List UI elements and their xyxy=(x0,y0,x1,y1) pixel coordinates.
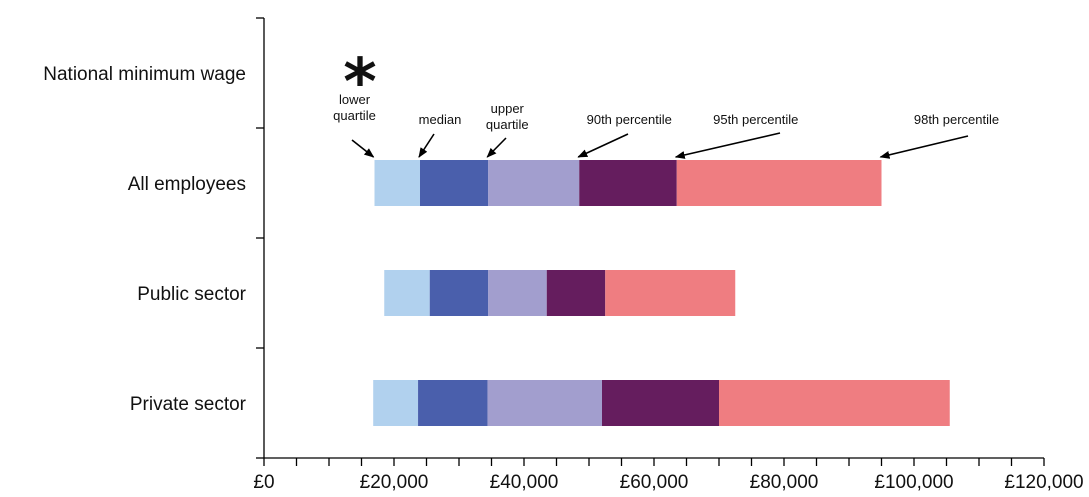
bar-segment-private-sector-4 xyxy=(719,380,950,426)
x-tick-label: £60,000 xyxy=(620,472,689,493)
x-tick-label: £80,000 xyxy=(750,472,819,493)
category-label-all-employees: All employees xyxy=(128,174,246,195)
category-label-private-sector: Private sector xyxy=(130,394,247,415)
bar-segment-all-employees-3 xyxy=(579,160,677,206)
labels: £0 £20,000 £40,000 £60,000 £80,000 £100,000 £1… xyxy=(43,64,1083,493)
annotation-arrow-upper-quartile xyxy=(486,137,507,158)
bar-segment-all-employees-0 xyxy=(374,160,420,206)
x-tick-label: £120,000 xyxy=(1004,472,1083,493)
bars xyxy=(373,160,950,426)
bar-segment-private-sector-0 xyxy=(373,380,419,426)
annotation-median: median xyxy=(419,112,462,127)
annotation-line: upper xyxy=(491,101,525,116)
bar-segment-public-sector-2 xyxy=(488,270,547,316)
bar-segment-all-employees-2 xyxy=(488,160,580,206)
minimum-wage-marker: * xyxy=(343,46,376,120)
x-tick-label: £20,000 xyxy=(360,472,429,493)
annotation-90th-percentile: 90th percentile xyxy=(587,112,672,127)
category-label-national-minimum-wage: National minimum wage xyxy=(43,64,246,85)
annotation-arrow-90th-percentile xyxy=(577,133,629,158)
bar-segment-all-employees-4 xyxy=(676,160,882,206)
annotation-arrow-median xyxy=(418,133,435,158)
annotation-line: lower xyxy=(339,92,371,107)
category-label-public-sector: Public sector xyxy=(137,284,246,305)
annotation-95th-percentile: 95th percentile xyxy=(713,112,798,127)
bar-segment-private-sector-2 xyxy=(487,380,602,426)
bar-segment-private-sector-1 xyxy=(418,380,488,426)
bar-segment-public-sector-1 xyxy=(429,270,489,316)
annotation-arrow-98th-percentile xyxy=(879,135,969,159)
x-tick-label: £0 xyxy=(253,472,274,493)
annotation-lower-quartile: lower quartile xyxy=(333,92,376,123)
axes xyxy=(256,17,1045,466)
annotation-98th-percentile: 98th percentile xyxy=(914,112,999,127)
annotation-arrow-lower-quartile xyxy=(351,139,375,158)
bar-segment-public-sector-4 xyxy=(605,270,736,316)
annotation-line: median xyxy=(419,112,462,127)
x-tick-label: £40,000 xyxy=(490,472,559,493)
annotation-line: 90th percentile xyxy=(587,112,672,127)
bar-segment-private-sector-3 xyxy=(602,380,719,426)
bar-segment-public-sector-0 xyxy=(384,270,430,316)
annotation-upper-quartile: upper quartile xyxy=(486,101,529,132)
annotation-line: quartile xyxy=(486,117,529,132)
annotation-line: 95th percentile xyxy=(713,112,798,127)
bar-segment-public-sector-3 xyxy=(546,270,606,316)
annotation-arrow-95th-percentile xyxy=(674,132,781,159)
x-tick-label: £100,000 xyxy=(874,472,953,493)
annotation-line: 98th percentile xyxy=(914,112,999,127)
annotation-line: quartile xyxy=(333,108,376,123)
bar-segment-all-employees-1 xyxy=(420,160,489,206)
